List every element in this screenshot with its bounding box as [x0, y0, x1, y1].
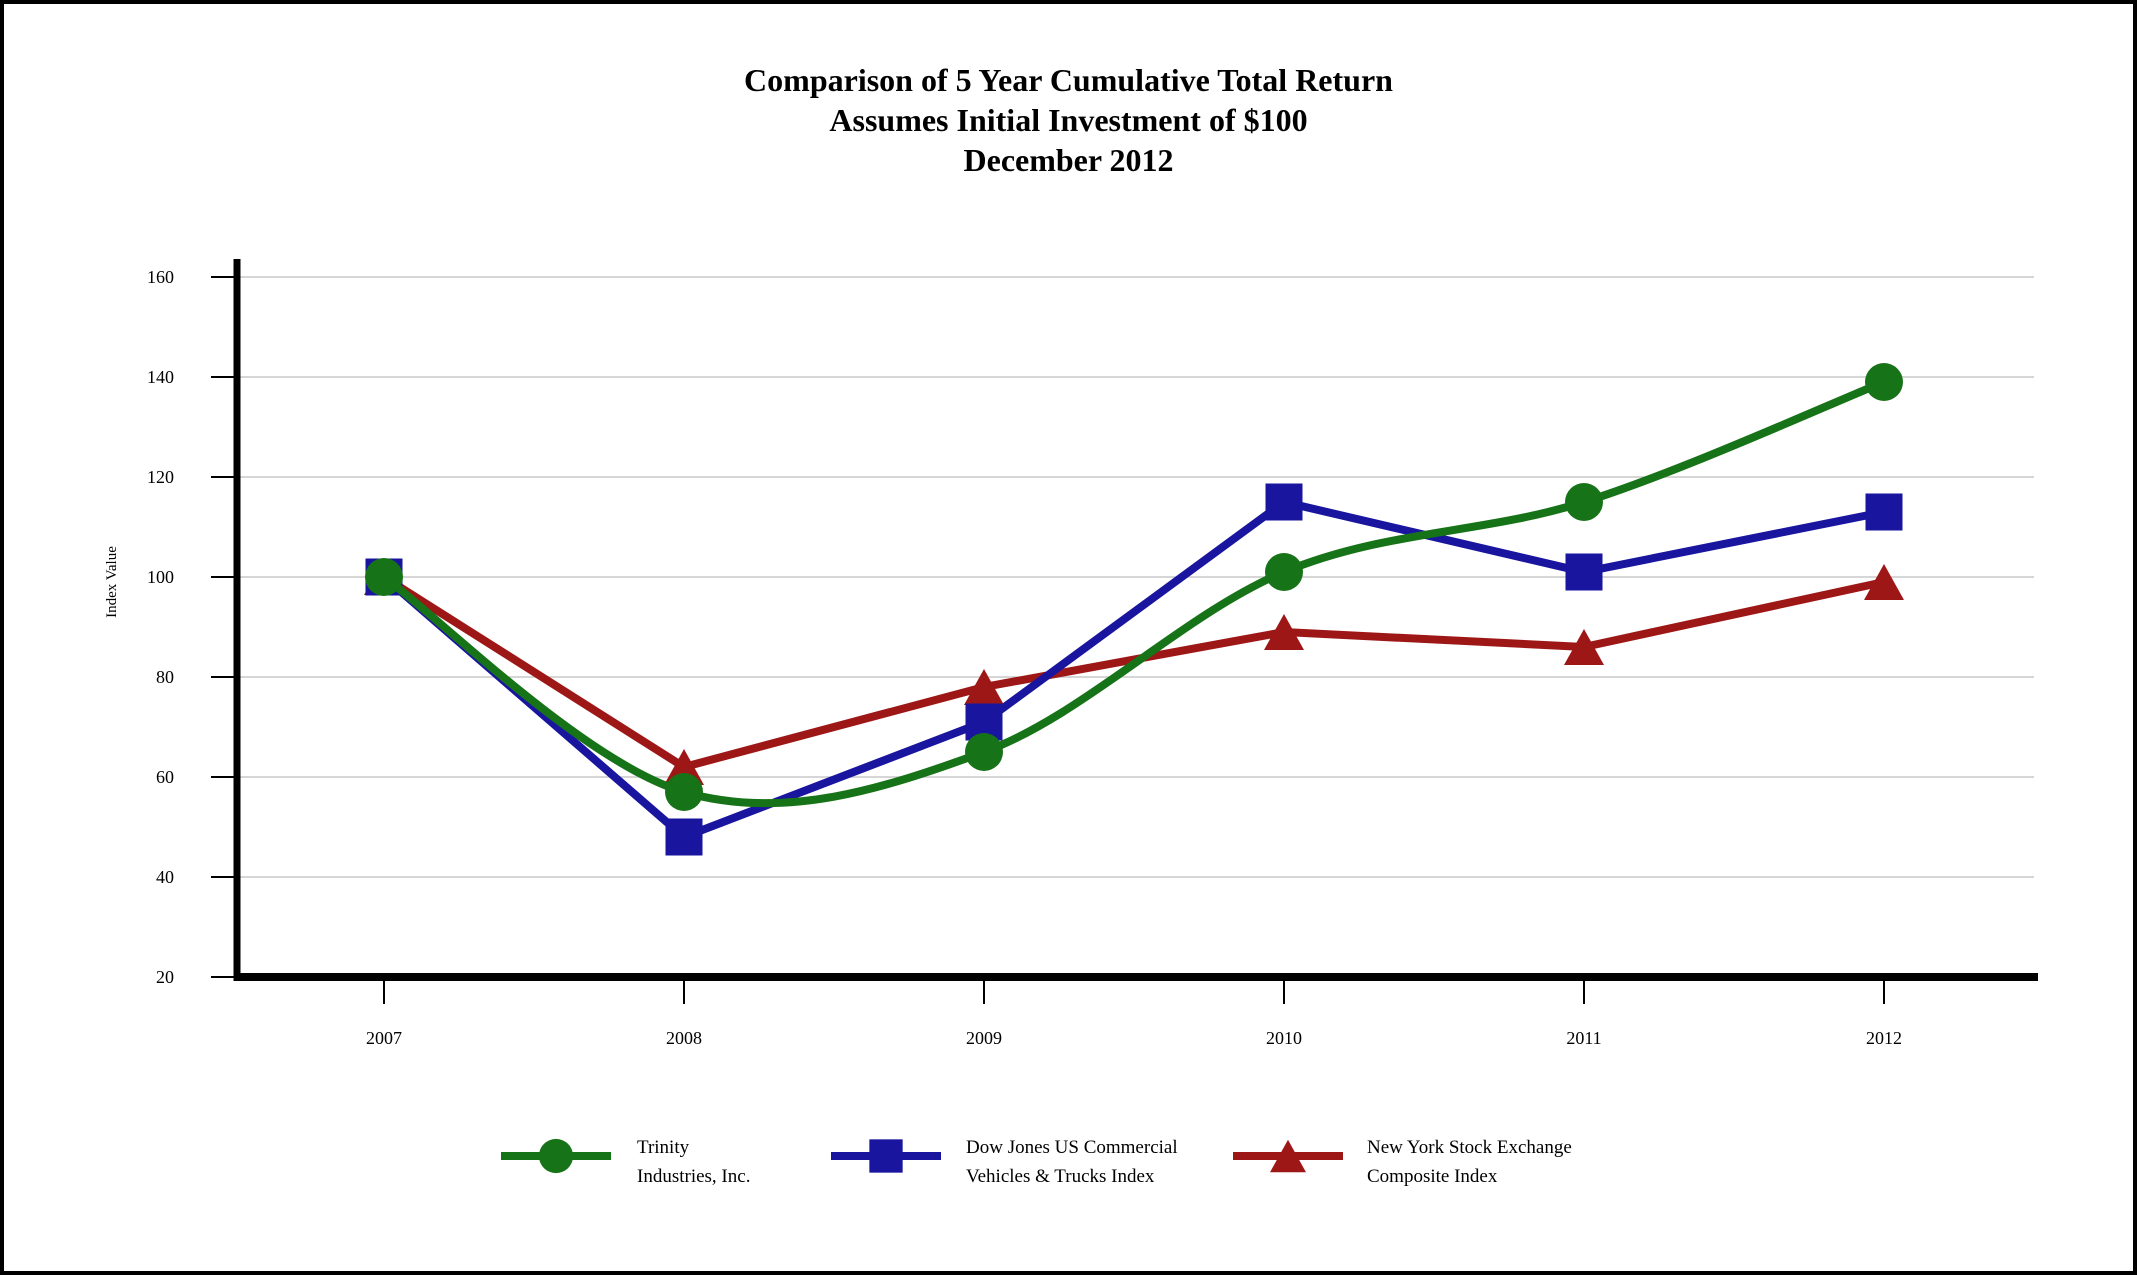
data-point-marker-circle — [1865, 363, 1903, 401]
data-point-marker-circle — [1265, 553, 1303, 591]
data-point-marker-circle — [365, 558, 403, 596]
legend-label-line: Vehicles & Trucks Index — [966, 1166, 1155, 1187]
series-line — [381, 573, 1885, 772]
chart-title-line-3: December 2012 — [963, 142, 1174, 178]
legend-label: Dow Jones US Commercial Vehicles & Trucks… — [966, 1133, 1178, 1191]
data-point-marker-triangle — [1264, 614, 1304, 650]
legend-label: New York Stock Exchange Composite Index — [1367, 1133, 1572, 1191]
data-point-marker-square — [665, 818, 703, 856]
x-tick-label: 2011 — [1566, 1028, 1602, 1048]
y-tick-label: 40 — [156, 867, 174, 887]
legend-marker-triangle — [1270, 1139, 1306, 1173]
series-line — [381, 497, 1885, 842]
data-point-marker-square — [1865, 493, 1903, 531]
y-tick-label: 140 — [147, 367, 174, 387]
series-line — [381, 378, 1886, 808]
x-tick-label: 2007 — [366, 1028, 402, 1048]
data-point-marker-triangle — [1564, 629, 1604, 665]
legend-swatch-triangle — [1233, 1139, 1343, 1173]
x-tick-label: 2010 — [1266, 1028, 1302, 1048]
series-square — [365, 483, 1903, 856]
chart-title-line-2: Assumes Initial Investment of $100 — [829, 102, 1308, 138]
y-tick-label: 100 — [147, 567, 174, 587]
x-tick-label: 2009 — [966, 1028, 1002, 1048]
data-point-marker-circle — [965, 733, 1003, 771]
legend-label-line: New York Stock Exchange — [1367, 1137, 1572, 1158]
data-point-marker-circle — [1565, 483, 1603, 521]
data-point-marker-circle — [665, 773, 703, 811]
series-circle — [365, 363, 1903, 811]
chart-title: Comparison of 5 Year Cumulative Total Re… — [4, 60, 2133, 180]
legend-marker-circle — [538, 1138, 574, 1174]
data-point-marker-triangle — [964, 669, 1004, 705]
y-tick-label: 120 — [147, 467, 174, 487]
data-point-marker-triangle — [1864, 564, 1904, 600]
y-tick-label: 60 — [156, 767, 174, 787]
legend-label-line: Industries, Inc. — [637, 1166, 751, 1187]
legend-swatch-square — [831, 1139, 941, 1173]
chart-title-line-1: Comparison of 5 Year Cumulative Total Re… — [744, 62, 1393, 98]
y-tick-label: 80 — [156, 667, 174, 687]
legend-label-line: Composite Index — [1367, 1166, 1498, 1187]
data-point-marker-square — [1265, 483, 1303, 521]
x-tick-label: 2012 — [1866, 1028, 1902, 1048]
legend-marker-square — [869, 1139, 903, 1173]
legend-swatch-circle — [501, 1138, 611, 1174]
legend-label-line: Dow Jones US Commercial — [966, 1137, 1178, 1158]
y-tick-label: 20 — [156, 967, 174, 987]
legend-label-line: Trinity — [637, 1137, 690, 1158]
y-tick-label: 160 — [147, 267, 174, 287]
legend-label: Trinity Industries, Inc. — [637, 1133, 750, 1191]
x-tick-label: 2008 — [666, 1028, 702, 1048]
plot-area — [211, 259, 2038, 1174]
data-point-marker-square — [1565, 553, 1603, 591]
